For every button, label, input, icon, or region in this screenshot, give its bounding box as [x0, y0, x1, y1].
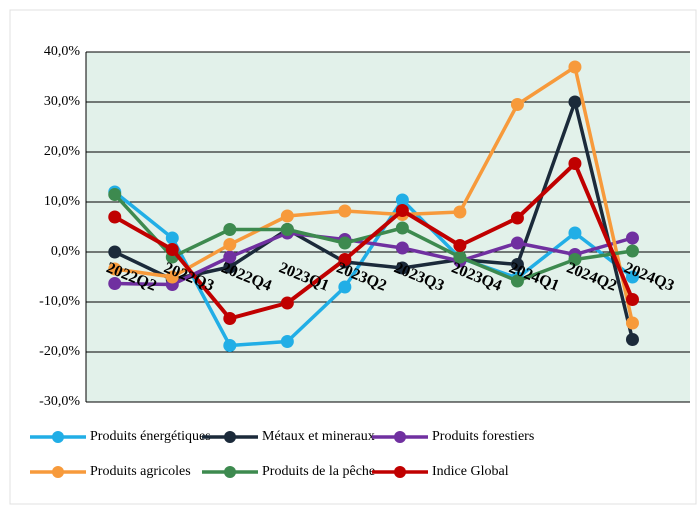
y-tick-label: 0,0%	[51, 244, 81, 259]
point	[280, 296, 294, 310]
y-tick-label: 30,0%	[44, 94, 81, 109]
y-tick-label: 40,0%	[44, 44, 81, 59]
legend-label: Métaux et mineraux	[262, 429, 375, 444]
point	[108, 277, 122, 290]
point	[280, 335, 294, 348]
point	[453, 250, 467, 264]
series-line	[114, 100, 635, 340]
point	[280, 223, 294, 236]
point	[568, 226, 582, 240]
point	[510, 258, 524, 271]
series-line	[113, 161, 635, 321]
point	[510, 236, 524, 250]
point	[510, 274, 524, 288]
y-tick-label: -10,0%	[39, 294, 80, 309]
legend-marker	[224, 431, 236, 443]
y-tick-label: -20,0%	[39, 344, 80, 359]
point	[625, 270, 639, 284]
point	[395, 261, 409, 275]
point	[338, 253, 352, 266]
y-tick-label: 20,0%	[44, 144, 81, 159]
point	[165, 231, 179, 245]
point	[223, 223, 237, 236]
point	[338, 280, 352, 294]
legend-label: Indice Global	[432, 464, 509, 479]
point	[108, 262, 122, 276]
point	[223, 260, 237, 274]
point	[338, 236, 352, 250]
series-line	[114, 65, 635, 324]
y-tick-label: 10,0%	[44, 194, 81, 209]
point	[338, 204, 352, 218]
legend-marker	[394, 466, 406, 478]
point	[568, 60, 582, 74]
point	[165, 270, 179, 284]
point	[223, 250, 237, 264]
point	[108, 210, 122, 224]
legend-label: Produits agricoles	[90, 464, 191, 479]
point	[395, 241, 409, 255]
point	[280, 209, 294, 223]
point	[108, 245, 122, 259]
point	[223, 339, 237, 352]
point	[453, 205, 467, 219]
point	[625, 231, 639, 245]
legend-label: Produits forestiers	[432, 429, 534, 444]
legend-marker	[52, 431, 64, 443]
point	[625, 293, 639, 306]
point	[395, 204, 409, 217]
legend-marker	[224, 466, 236, 478]
point	[510, 98, 524, 111]
y-tick-label: -30,0%	[39, 394, 80, 409]
point	[108, 188, 122, 201]
legend-marker	[52, 466, 64, 478]
point	[568, 157, 582, 170]
series-line	[114, 231, 633, 287]
point	[223, 312, 237, 325]
legend-marker	[394, 431, 406, 443]
point	[625, 316, 639, 330]
point	[223, 238, 237, 251]
point	[510, 211, 524, 225]
legend-label: Produits énergétiques	[90, 429, 211, 444]
point	[625, 333, 639, 346]
point	[395, 221, 409, 235]
point	[165, 243, 179, 256]
plot-area	[86, 52, 690, 402]
point	[395, 193, 409, 207]
legend-label: Produits de la pêche	[262, 464, 375, 479]
point	[453, 239, 467, 252]
point	[625, 244, 639, 258]
point	[568, 253, 582, 266]
point	[568, 95, 582, 109]
